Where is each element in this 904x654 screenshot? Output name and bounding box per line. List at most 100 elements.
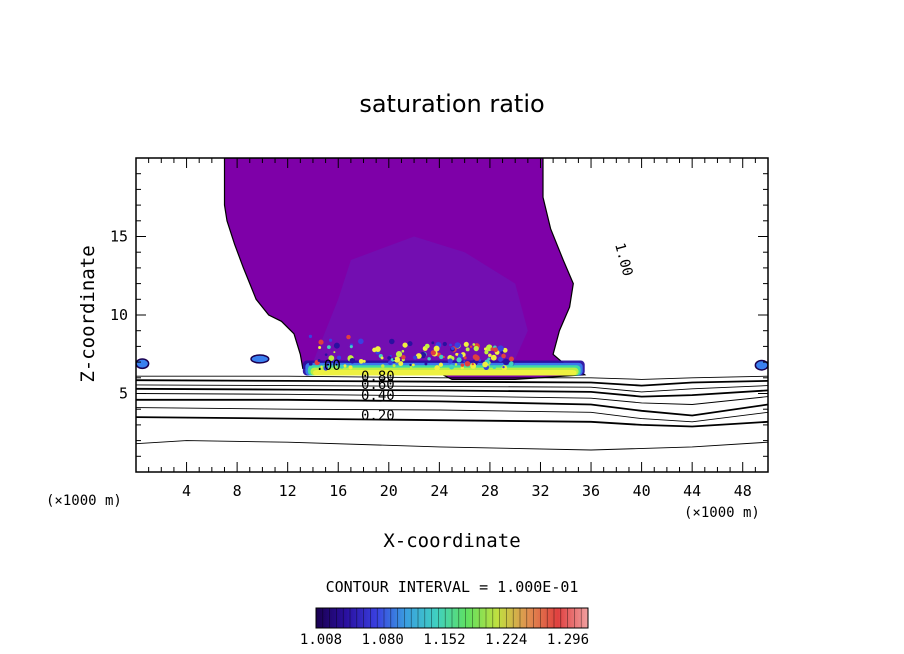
x-unit-left: (×1000 m) (46, 493, 122, 509)
x-tick-labels: 4 8 12 16 20 24 28 32 36 40 44 48 (182, 482, 752, 500)
turbulence-speck (463, 360, 466, 363)
x-tick-label: 24 (430, 482, 448, 500)
turbulence-speck (449, 343, 452, 347)
turbulence-speck (320, 365, 323, 369)
turbulence-speck (451, 346, 455, 351)
turbulence-speck (387, 356, 392, 360)
turbulence-speck (415, 353, 422, 359)
axis-ticks (136, 158, 768, 472)
contour-line (136, 393, 768, 405)
turbulence-speck (464, 360, 471, 367)
turbulence-speck (457, 353, 463, 359)
turbulence-speck (388, 360, 393, 366)
turbulence-speck (318, 345, 322, 349)
turbulence-speck (324, 353, 328, 357)
turbulence-speck (401, 349, 405, 353)
turbulence-speck (325, 363, 328, 366)
turbulence-speck (411, 363, 415, 367)
turbulence-speck (497, 356, 504, 362)
turbulence-speck (454, 342, 461, 349)
turbulence-speck (460, 366, 464, 370)
turbulence-speck (407, 341, 413, 347)
band-layer-strip (312, 369, 577, 376)
turbulence-speck (394, 356, 401, 363)
turbulence-speck (317, 359, 321, 362)
x-unit-right: (×1000 m) (684, 505, 760, 521)
turbulence-speck (333, 351, 336, 354)
contour-line (136, 440, 768, 451)
turbulence-speck (508, 361, 514, 367)
turbulence-speck (431, 341, 435, 345)
turbulence-speck (502, 358, 510, 366)
saturation-patch (250, 354, 270, 364)
contour-line (136, 398, 768, 417)
turbulence-speck (402, 342, 408, 348)
turbulence-speck (337, 355, 342, 360)
turbulence-speck (465, 347, 470, 352)
turbulence-speck (318, 339, 324, 345)
turbulence-speck (343, 364, 347, 368)
turbulence-speck (395, 351, 403, 358)
turbulence-speck (392, 364, 396, 368)
turbulence-speck (308, 334, 313, 339)
turbulence-speck (490, 347, 494, 351)
contour-label: 0.60 (361, 377, 395, 393)
x-tick-label: 48 (734, 482, 752, 500)
x-tick-label: 28 (481, 482, 499, 500)
colorbar-label: 1.296 (547, 632, 589, 648)
contour-label: 0.40 (361, 388, 395, 404)
x-tick-label: 12 (279, 482, 297, 500)
turbulence-speck (389, 338, 395, 345)
turbulence-speck (393, 358, 396, 361)
turbulence-speck (349, 345, 353, 349)
colorbar: 1.008 1.080 1.152 1.224 1.296 (300, 607, 589, 648)
contour-line (136, 384, 768, 393)
turbulence-speck (409, 366, 413, 369)
turbulence-speck (409, 363, 412, 367)
turbulence-speck (398, 361, 404, 367)
turbulence-speck (358, 358, 364, 364)
turbulence-speck (334, 365, 337, 368)
turbulence-speck (424, 362, 428, 366)
turbulence-speck (460, 363, 465, 367)
turbulence-speck (434, 365, 440, 371)
turbulence-speck (454, 363, 458, 366)
turbulence-speck (308, 361, 313, 366)
turbulence-speck (488, 353, 492, 357)
x-tick-label: 4 (182, 482, 191, 500)
saturation-patch (136, 358, 150, 370)
turbulence-speck (463, 356, 467, 360)
contour-label: .00 (315, 358, 340, 374)
contour-lines (136, 375, 768, 451)
colorbar-label: 1.224 (485, 632, 527, 648)
turbulence-speck (469, 345, 473, 348)
turbulence-speck (427, 357, 431, 361)
x-axis-label: X-coordinate (383, 530, 520, 552)
turbulence-speck (401, 355, 406, 360)
turbulence-speck (490, 354, 497, 361)
turbulence-speck (442, 341, 447, 347)
turbulence-speck (433, 345, 440, 352)
turbulence-speck (339, 364, 344, 369)
x-tick-label: 8 (233, 482, 242, 500)
turbulence-speck (327, 345, 331, 349)
x-tick-label: 32 (531, 482, 549, 500)
contour-line (136, 379, 768, 387)
turbulence-speck (463, 341, 469, 347)
turbulence-speck (508, 356, 514, 362)
turbulence-speck (482, 361, 489, 368)
turbulence-speck (502, 347, 508, 353)
saturation-fill (136, 158, 768, 380)
turbulence-speck (328, 355, 335, 361)
contour-label: 0.80 (361, 369, 395, 385)
contour-line (136, 416, 768, 428)
turbulence-speck (502, 365, 505, 369)
inner-region (313, 236, 528, 363)
turbulence-speck (333, 342, 340, 349)
turbulence-speck (501, 353, 506, 359)
turbulence-speck (424, 343, 430, 349)
plot-area (136, 158, 768, 451)
y-tick-labels: 5 10 15 (110, 228, 128, 403)
turbulence-speck (380, 356, 384, 360)
